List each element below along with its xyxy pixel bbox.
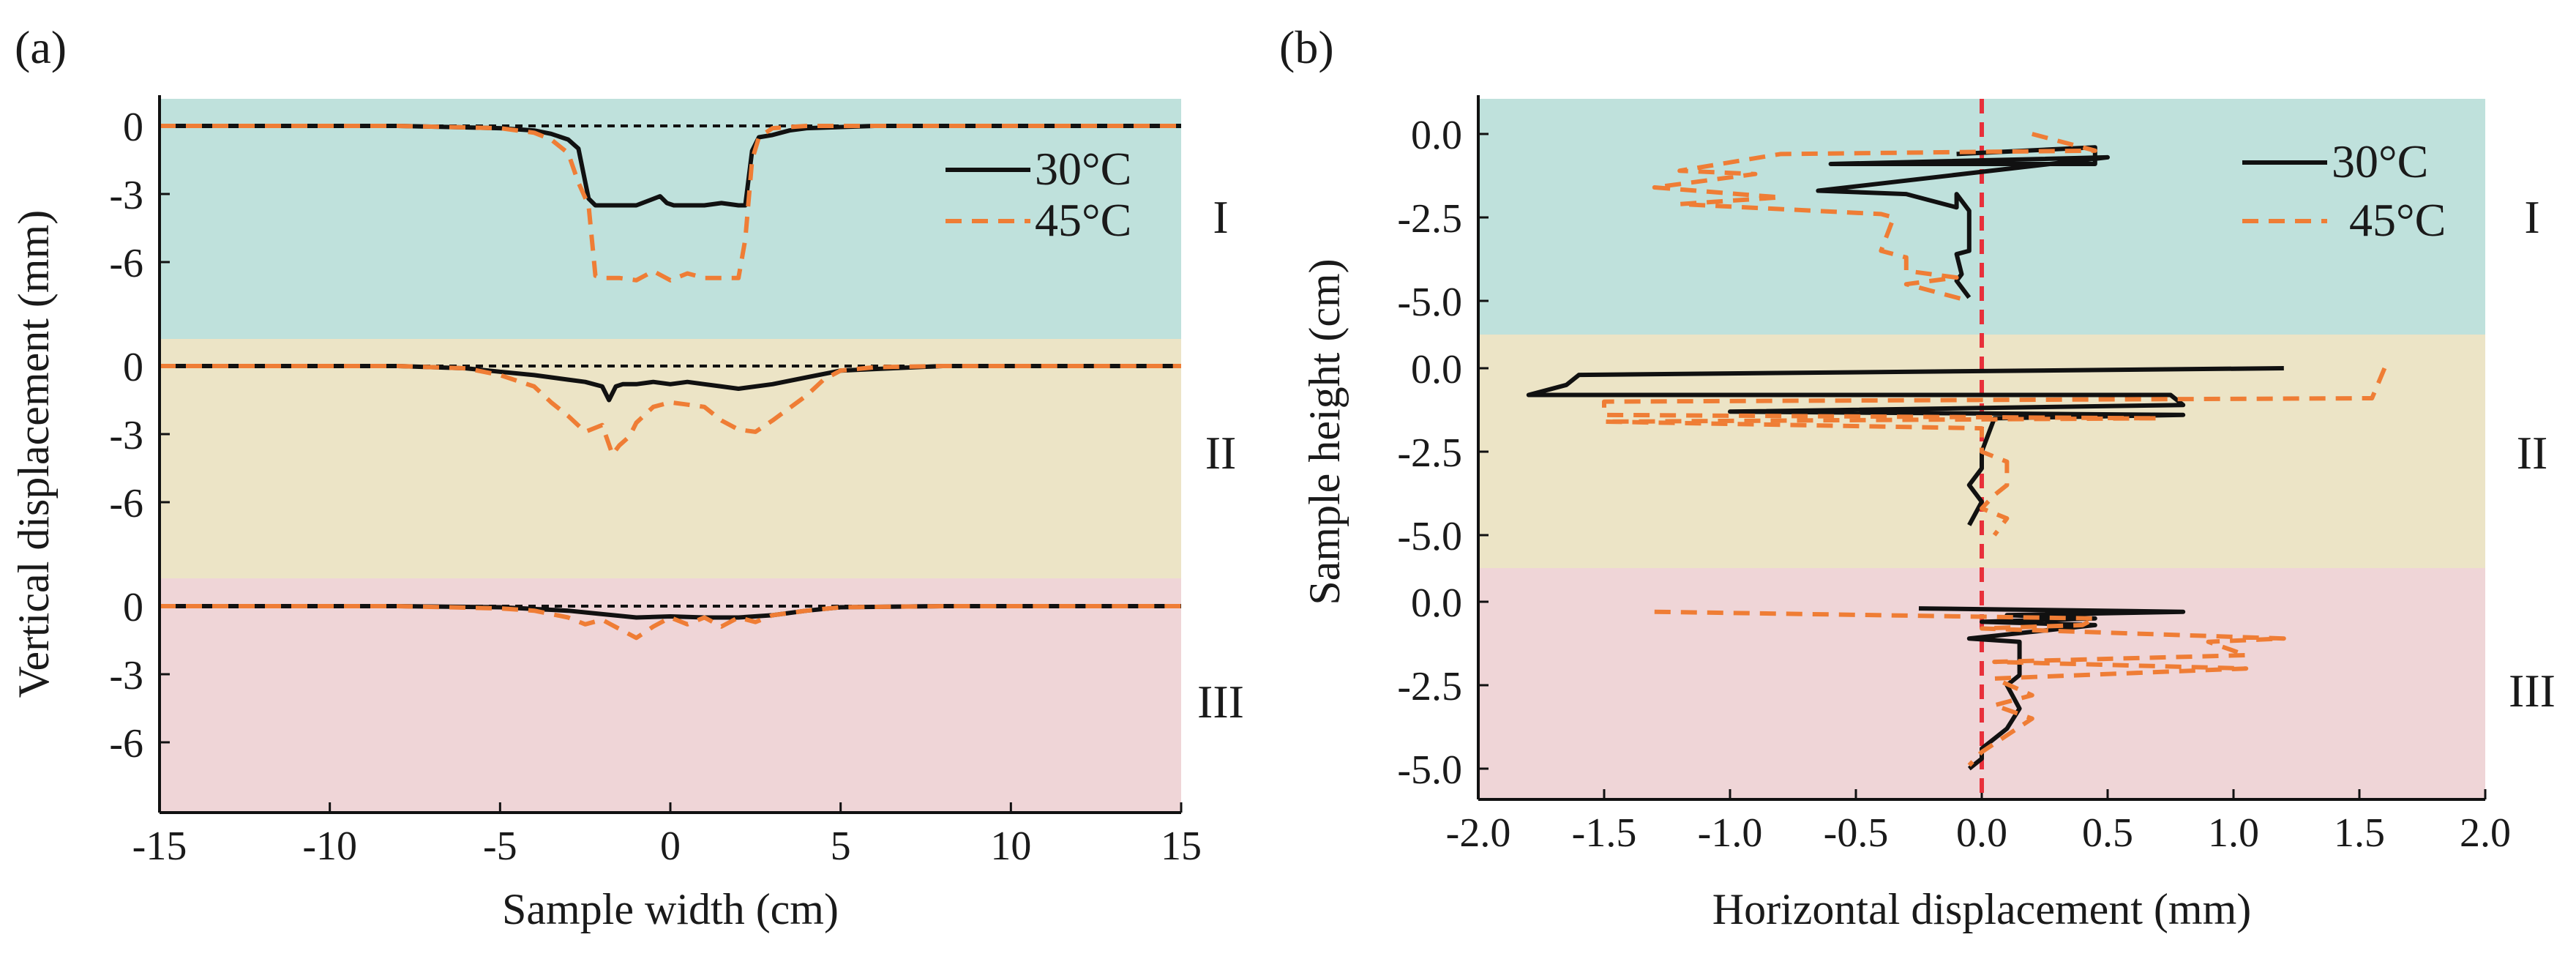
panel-b-y-tick-label: 0.0 — [1411, 113, 1462, 158]
panel-b-y-tick-label: 0.0 — [1411, 581, 1462, 626]
panel-b-label: (b) — [1279, 21, 1334, 73]
panel-a: (a) 0 -3 -6 0 -3 -6 0 -3 -6 -15 -10 -5 0 5 10 15 Sampl… — [10, 21, 1244, 933]
panel-a-y-tick-label: -6 — [109, 481, 143, 526]
panel-a-x-tick-label: 10 — [990, 824, 1031, 869]
panel-b-legend-30c-label: 30°C — [2332, 135, 2428, 187]
panel-a-y-tick-label: 0 — [123, 585, 143, 630]
panel-b-region-iii-label: III — [2509, 665, 2556, 717]
panel-a-region-iii-label: III — [1197, 676, 1244, 728]
panel-a-label: (a) — [15, 21, 67, 73]
panel-a-region-ii-label: II — [1205, 427, 1237, 479]
panel-a-region-iii-background — [160, 578, 1181, 813]
panel-a-y-tick-label: -3 — [109, 173, 143, 218]
panel-b-legend-45c-label: 45°C — [2349, 194, 2446, 246]
panel-a-legend-30c-label: 30°C — [1035, 143, 1131, 195]
panel-a-series-ii-30c — [160, 364, 1181, 403]
panel-b-y-tick-label: -2.5 — [1397, 664, 1462, 709]
panel-b-x-tick-label: 0.5 — [2082, 810, 2133, 856]
panel-a-legend: 30°C 45°C — [946, 143, 1131, 246]
panel-b: (b) 0.0 -2.5 -5.0 0.0 -2.5 -5.0 0.0 -2.5 -5.0 -2… — [1279, 21, 2556, 933]
panel-a-y-tick-label: 0 — [123, 105, 143, 150]
panel-b-series-iii-45c — [1654, 609, 2286, 767]
panel-b-legend: 30°C 45°C — [2242, 135, 2446, 246]
panel-b-series-i-30c — [1816, 145, 2110, 299]
panel-a-x-tick-label: -15 — [132, 824, 187, 869]
panel-a-region-i-label: I — [1213, 191, 1228, 243]
panel-a-y-tick-label: -6 — [109, 241, 143, 286]
panel-a-y-tick-label: -3 — [109, 653, 143, 698]
panel-b-series-i-45c — [1652, 132, 2097, 303]
panel-a-x-tick-label: 5 — [831, 824, 851, 869]
panel-b-x-tick-label: -1.0 — [1698, 810, 1763, 856]
panel-b-region-i-label: I — [2524, 191, 2539, 243]
panel-a-x-tick-label: -5 — [483, 824, 517, 869]
panel-b-x-axis-label: Horizontal displacement (mm) — [1712, 885, 2251, 933]
panel-a-y-tick-label: -6 — [109, 721, 143, 766]
panel-b-y-tick-label: -5.0 — [1397, 514, 1462, 559]
panel-a-y-tick-label: 0 — [123, 345, 143, 390]
panel-b-x-tick-label: 1.5 — [2334, 810, 2385, 856]
panel-b-x-tick-label: -0.5 — [1824, 810, 1889, 856]
panel-a-y-tick-label: -3 — [109, 413, 143, 458]
panel-a-y-axis-label: Vertical displacement (mm) — [10, 210, 58, 698]
panel-b-x-tick-label: -2.0 — [1446, 810, 1511, 856]
panel-b-y-tick-label: -2.5 — [1397, 430, 1462, 476]
panel-a-series-i-30c — [160, 124, 1181, 208]
panel-a-legend-45c-label: 45°C — [1035, 194, 1131, 246]
panel-a-series-ii-45c — [160, 364, 1181, 457]
panel-a-x-tick-label: 0 — [660, 824, 681, 869]
panel-b-y-tick-label: -5.0 — [1397, 747, 1462, 793]
panel-b-y-axis-label: Sample height (cm) — [1300, 258, 1349, 605]
panel-a-x-tick-label: -10 — [302, 824, 357, 869]
panel-b-y-tick-label: 0.0 — [1411, 347, 1462, 392]
panel-a-x-tick-label: 15 — [1161, 824, 1202, 869]
panel-b-y-tick-label: -5.0 — [1397, 280, 1462, 325]
panel-b-x-tick-label: -1.5 — [1572, 810, 1637, 856]
panel-b-x-tick-label: 0.0 — [1956, 810, 2007, 856]
panel-a-region-ii-background — [160, 339, 1181, 578]
panel-b-y-tick-label: -2.5 — [1397, 196, 1462, 242]
panel-a-x-axis-label: Sample width (cm) — [502, 885, 839, 933]
panel-b-series-ii-45c — [1602, 367, 2387, 537]
panel-a-series-i-45c — [160, 124, 1181, 283]
panel-b-series-ii-30c — [1526, 366, 2284, 526]
panel-b-region-ii-label: II — [2517, 427, 2548, 479]
panel-b-x-tick-label: 2.0 — [2460, 810, 2511, 856]
panel-b-x-tick-label: 1.0 — [2208, 810, 2259, 856]
